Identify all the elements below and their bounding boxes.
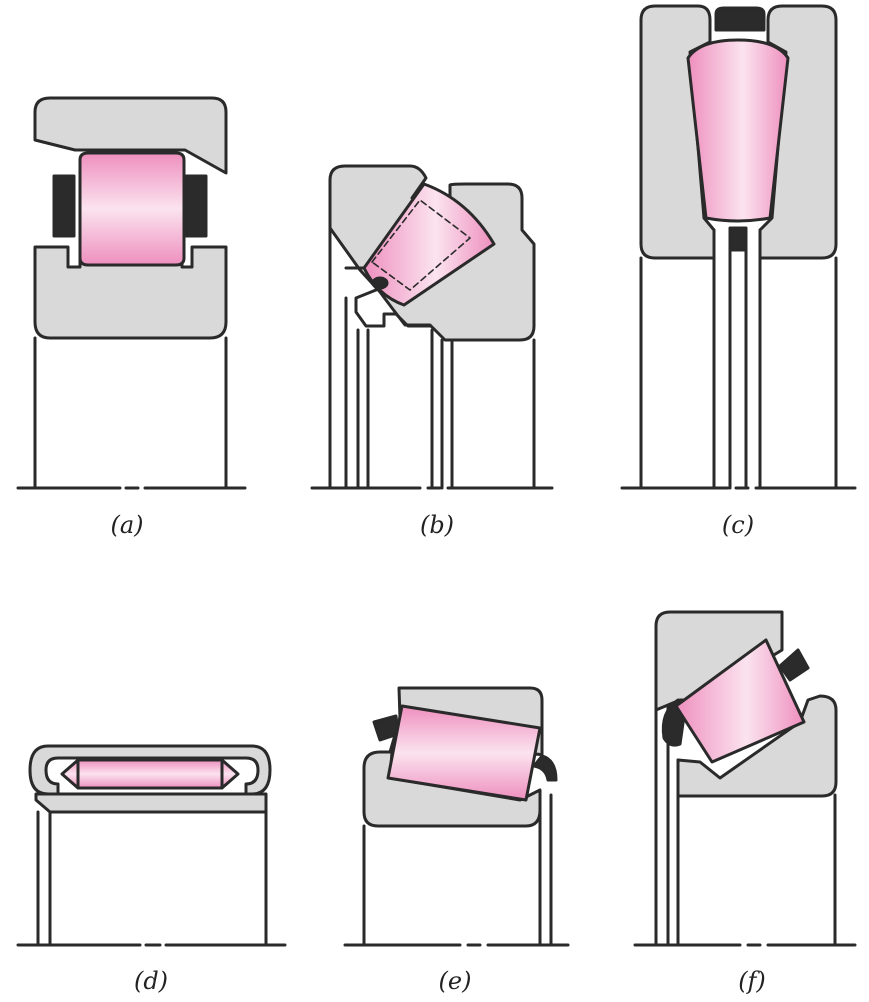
caption-c: (c) — [721, 511, 755, 539]
panel-c-drawing — [620, 4, 857, 490]
caption-b: (b) — [419, 511, 455, 539]
panel-b-drawing — [310, 164, 554, 490]
panel-d-drawing — [16, 744, 287, 947]
caption-f: (f) — [738, 967, 766, 995]
caption-d: (d) — [133, 967, 169, 995]
caption-a: (a) — [110, 511, 144, 539]
panel-a-drawing — [16, 96, 247, 490]
panel-f-drawing — [633, 610, 857, 947]
panel-e-drawing — [343, 686, 570, 947]
caption-e: (e) — [438, 967, 472, 995]
